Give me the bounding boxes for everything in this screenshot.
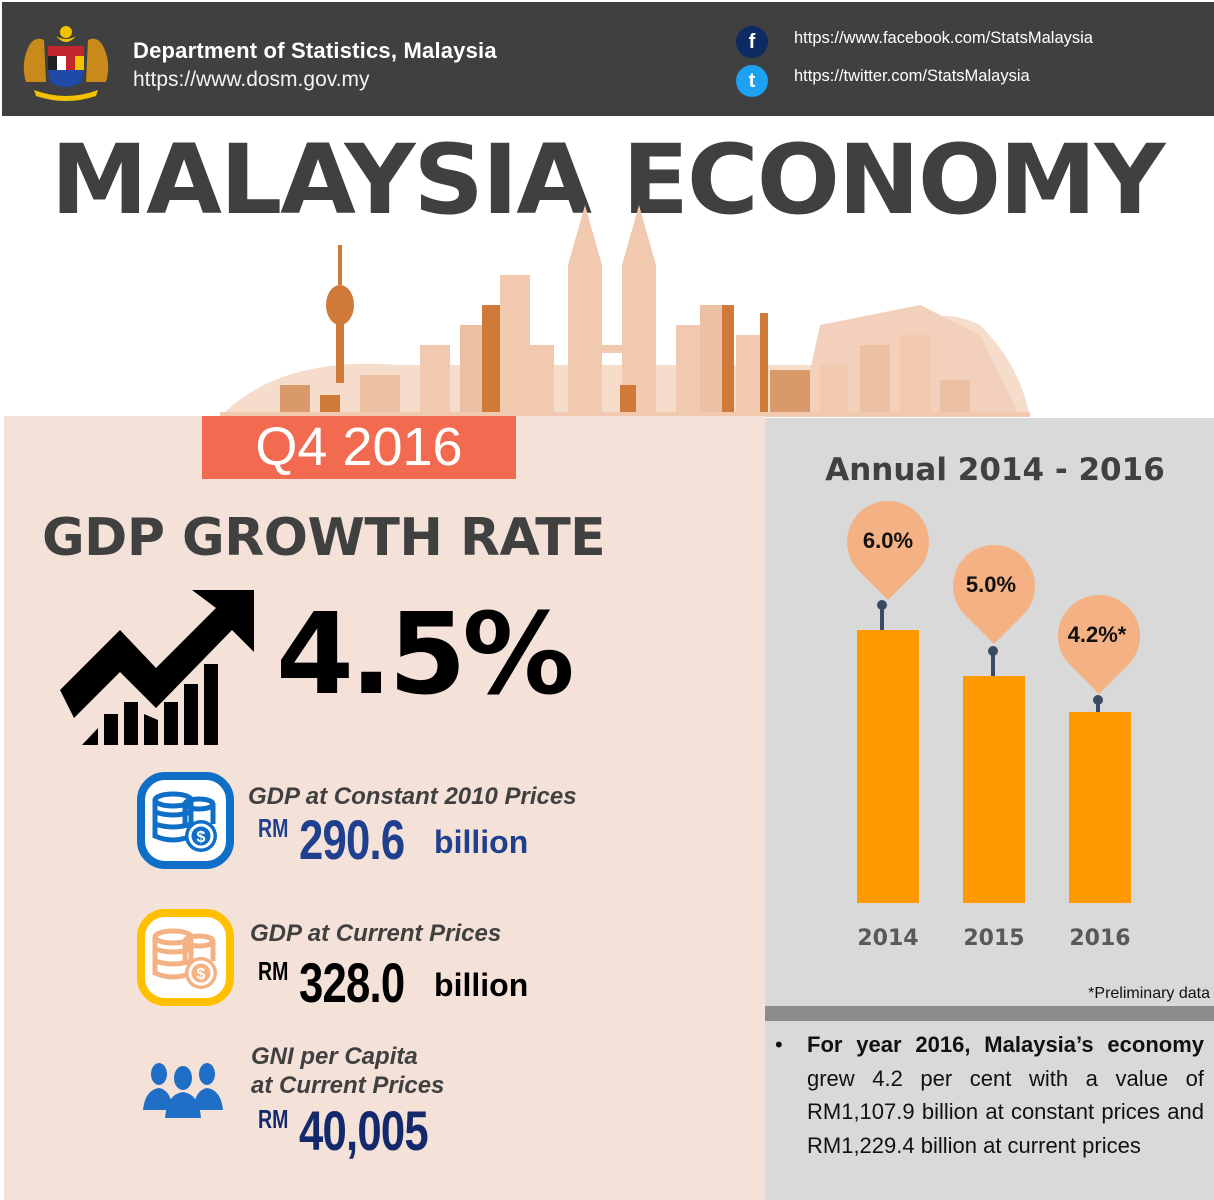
annual-summary-text: For year 2016, Malaysia’s economy grew 4…: [807, 1028, 1204, 1162]
value-number: 40,005: [298, 1099, 429, 1162]
value-unit: billion: [434, 967, 529, 1003]
svg-text:$: $: [197, 966, 206, 983]
balloon-string-2014: [880, 605, 884, 630]
facebook-icon: f: [736, 26, 768, 58]
currency-label: RM: [258, 1104, 289, 1134]
value-number: 328.0: [298, 951, 405, 1014]
gdp-constant-prices-value: RM 290.6 billion: [258, 807, 528, 872]
period-badge: Q4 2016: [202, 416, 516, 479]
gni-label-line2: at Current Prices: [251, 1072, 445, 1099]
q4-growth-rate-value: 4.5%: [276, 590, 575, 720]
value-label-2015: 5.0%: [965, 572, 1017, 597]
value-unit: billion: [434, 824, 529, 860]
balloon-string-2016: [1096, 700, 1100, 712]
value-label-2014: 6.0%: [862, 528, 914, 553]
malaysia-coat-of-arms-icon: [23, 26, 109, 101]
org-website-link[interactable]: https://www.dosm.gov.my: [133, 68, 370, 91]
x-label-2015: 2015: [963, 926, 1025, 951]
bar-2015: [963, 676, 1025, 903]
svg-text:$: $: [197, 829, 206, 846]
kuala-lumpur-skyline-illustration: [220, 205, 1030, 417]
gdp-growth-heading: GDP GROWTH RATE: [42, 508, 606, 568]
value-number: 290.6: [298, 808, 405, 871]
chart-title: Annual 2014 - 2016: [825, 452, 1165, 488]
bar-2014: [857, 630, 919, 903]
bullet-point: •: [775, 1032, 783, 1057]
value-label-2016: 4.2%*: [1067, 622, 1127, 647]
twitter-icon: t: [736, 65, 768, 97]
preliminary-footnote: *Preliminary data: [1088, 985, 1210, 1002]
page-title: MALAYSIA ECONOMY: [50, 124, 1166, 236]
currency-label: RM: [258, 813, 289, 843]
twitter-link[interactable]: https://twitter.com/StatsMalaysia: [794, 67, 1030, 85]
gdp-current-prices-value: RM 328.0 billion: [258, 950, 528, 1015]
people-group-icon: [143, 1063, 223, 1118]
x-label-2014: 2014: [857, 926, 919, 951]
x-label-2016: 2016: [1069, 926, 1131, 951]
gni-per-capita-label: GNI per Capita at Current Prices: [251, 1042, 444, 1100]
gni-per-capita-value: RM 40,005: [258, 1098, 464, 1163]
currency-label: RM: [258, 956, 289, 986]
upward-trend-arrow-icon: [60, 590, 254, 745]
summary-panel: [765, 1021, 1214, 1200]
section-divider: [765, 1006, 1214, 1021]
coins-stack-icon: $: [137, 909, 234, 1006]
balloon-string-2015: [991, 651, 995, 676]
header-bar: Department of Statistics, Malaysia https…: [2, 2, 1214, 116]
summary-rest: grew 4.2 per cent with a value of RM1,10…: [807, 1065, 1204, 1158]
coins-stack-icon: $: [137, 772, 234, 869]
gni-label-line1: GNI per Capita: [251, 1043, 418, 1070]
gdp-constant-prices-label: GDP at Constant 2010 Prices: [248, 783, 577, 810]
gdp-current-prices-label: GDP at Current Prices: [250, 920, 502, 947]
summary-bold-lead: For year 2016, Malaysia’s economy: [807, 1032, 1204, 1057]
bar-2016: [1069, 712, 1131, 903]
quarterly-panel: [4, 416, 765, 1200]
facebook-link[interactable]: https://www.facebook.com/StatsMalaysia: [794, 29, 1093, 47]
org-name: Department of Statistics, Malaysia: [133, 38, 497, 63]
